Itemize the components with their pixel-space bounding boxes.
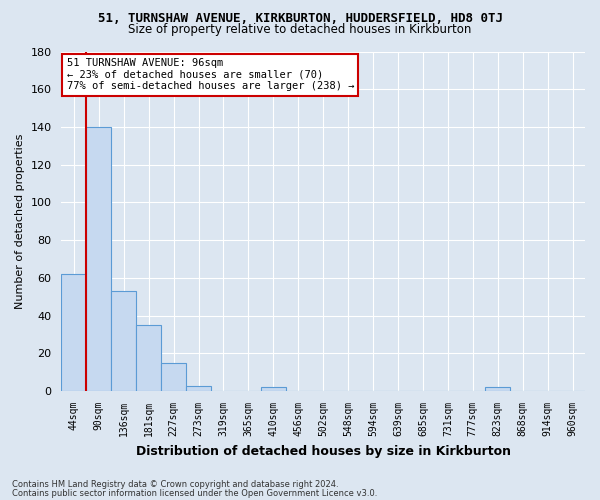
Text: 51, TURNSHAW AVENUE, KIRKBURTON, HUDDERSFIELD, HD8 0TJ: 51, TURNSHAW AVENUE, KIRKBURTON, HUDDERS… bbox=[97, 12, 503, 26]
Bar bbox=[485, 388, 510, 391]
Text: Contains public sector information licensed under the Open Government Licence v3: Contains public sector information licen… bbox=[12, 488, 377, 498]
Bar bbox=[186, 386, 211, 391]
Text: 51 TURNSHAW AVENUE: 96sqm
← 23% of detached houses are smaller (70)
77% of semi-: 51 TURNSHAW AVENUE: 96sqm ← 23% of detac… bbox=[67, 58, 354, 92]
Y-axis label: Number of detached properties: Number of detached properties bbox=[15, 134, 25, 309]
Bar bbox=[161, 363, 186, 391]
Bar bbox=[86, 127, 111, 391]
Text: Size of property relative to detached houses in Kirkburton: Size of property relative to detached ho… bbox=[128, 22, 472, 36]
Bar bbox=[261, 388, 286, 391]
Text: Contains HM Land Registry data © Crown copyright and database right 2024.: Contains HM Land Registry data © Crown c… bbox=[12, 480, 338, 489]
Bar bbox=[136, 325, 161, 391]
X-axis label: Distribution of detached houses by size in Kirkburton: Distribution of detached houses by size … bbox=[136, 444, 511, 458]
Bar bbox=[111, 291, 136, 391]
Bar bbox=[61, 274, 86, 391]
